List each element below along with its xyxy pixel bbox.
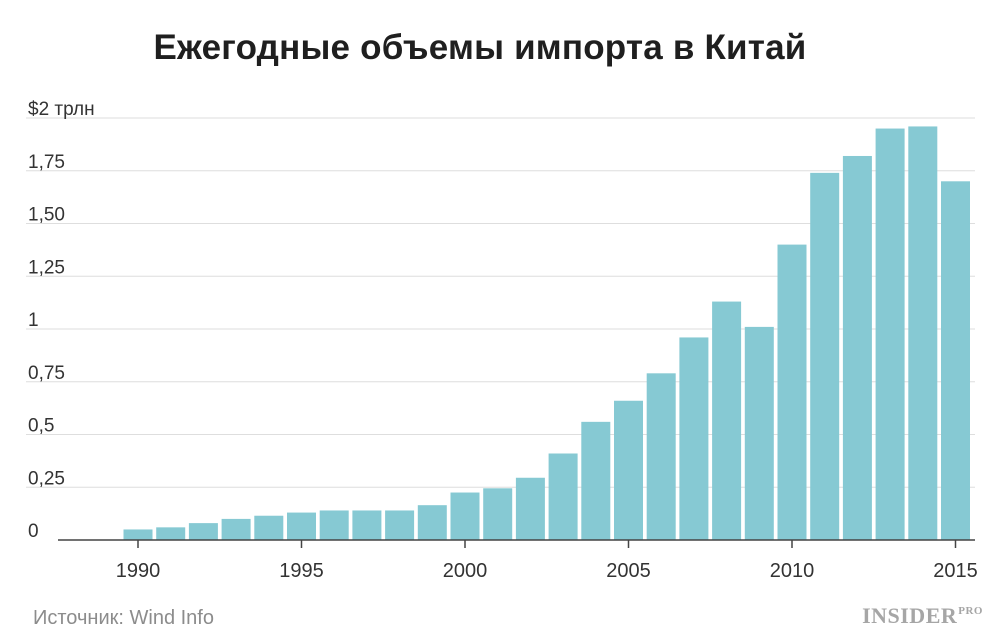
bar-2015 [941,181,970,541]
grid-layer [26,117,975,488]
bar-2008 [712,301,742,540]
bar-2001 [483,488,513,540]
bar-1997 [352,510,382,540]
bar-1990 [123,529,153,540]
x-tick-label: 2015 [933,560,978,582]
bar-layer [123,126,970,541]
y-tick-label: $2 трлн [28,99,95,120]
brand-name: INSIDER [862,603,958,628]
y-tick-labels: 0 0,25 0,5 0,75 1 1,25 1,50 1,75 $2 трлн [28,99,95,542]
bar-2013 [875,128,905,541]
bar-2010 [777,244,807,540]
bar-2012 [842,155,872,541]
bar-1995 [287,512,316,540]
bar-2000 [450,492,480,540]
x-tick-labels: 1990 1995 2000 2005 2010 2015 [116,560,978,582]
chart-title: Ежегодные объемы импорта в Китай [153,28,807,67]
insider-pro-logo: INSIDERPRO [862,603,983,629]
axis-layer [58,539,975,548]
x-tick-label: 2005 [606,560,651,582]
bar-2009 [744,326,774,540]
y-tick-label: 0 [28,521,39,542]
y-tick-label: 0,75 [28,363,65,384]
bar-2007 [679,337,709,540]
x-tick-label: 2000 [443,560,488,582]
y-tick-label: 0,5 [28,416,54,437]
bar-1996 [319,510,349,540]
y-tick-label: 1 [28,310,39,331]
bar-2006 [646,373,676,540]
brand-suffix: PRO [958,605,983,617]
bar-2011 [810,172,840,541]
y-tick-label: 1,50 [28,205,65,226]
bar-1994 [254,515,284,540]
bar-2002 [515,477,545,540]
source-note: Источник: Wind Info [33,607,214,629]
x-tick-label: 1995 [279,560,324,582]
bar-1991 [156,527,186,540]
bar-1998 [385,510,415,540]
y-tick-label: 1,75 [28,152,65,173]
bar-2003 [548,453,578,540]
bar-1999 [417,505,447,540]
bar-2014 [908,126,938,540]
y-tick-label: 0,25 [28,468,65,489]
bar-2005 [614,400,643,540]
y-tick-label: 1,25 [28,257,65,278]
x-tick-label: 2010 [770,560,815,582]
x-tick-label: 1990 [116,560,161,582]
bar-1993 [221,518,251,540]
bar-1992 [188,523,218,540]
bar-2004 [581,421,611,540]
